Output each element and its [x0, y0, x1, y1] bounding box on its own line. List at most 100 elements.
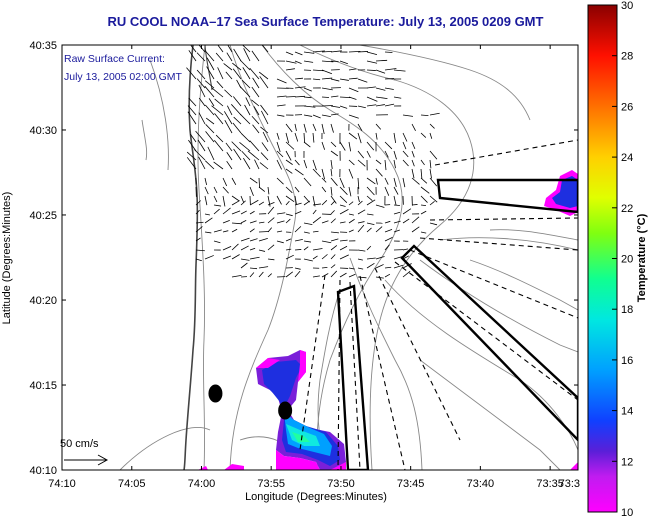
current-vector — [254, 159, 260, 170]
current-vector — [232, 68, 242, 80]
current-vector — [330, 270, 338, 278]
current-vector — [303, 114, 313, 117]
current-vector — [348, 267, 355, 270]
current-vector — [190, 45, 197, 53]
current-vector — [251, 86, 260, 98]
current-vector — [294, 186, 300, 193]
current-vector — [276, 104, 286, 107]
current-vector — [217, 67, 224, 80]
current-vector — [321, 60, 334, 63]
current-vector — [330, 238, 339, 242]
current-vector — [303, 123, 307, 133]
scale-arrow-label: 50 cm/s — [60, 438, 99, 450]
x-axis-ticks: 74:10 74:05 74:00 73:55 73:50 73:45 73:40 73:35… — [48, 45, 580, 490]
current-vector — [366, 51, 378, 55]
current-vector — [429, 168, 432, 179]
current-vector — [330, 264, 336, 269]
current-vector — [242, 45, 251, 53]
current-vector — [294, 211, 302, 215]
current-vector — [197, 139, 206, 152]
current-vector — [267, 186, 270, 195]
current-vector — [411, 216, 420, 224]
current-vector — [402, 177, 406, 188]
current-vector — [223, 111, 233, 125]
current-vector — [258, 271, 264, 278]
current-vector — [348, 141, 352, 152]
current-vector — [429, 222, 438, 226]
current-vector — [213, 195, 218, 203]
station-marker — [278, 401, 293, 420]
current-vector — [195, 249, 205, 252]
current-vector — [348, 87, 359, 93]
colorbar-tick-label: 12 — [621, 456, 633, 468]
current-vector — [285, 254, 294, 260]
current-vector — [429, 159, 432, 169]
current-vector — [285, 168, 293, 174]
current-vector — [375, 168, 383, 177]
current-vector — [195, 221, 204, 224]
current-vector — [242, 67, 251, 80]
current-vector — [375, 264, 384, 269]
current-vector — [303, 141, 311, 148]
coastline — [183, 45, 199, 470]
current-vector — [429, 123, 435, 129]
current-vector — [420, 195, 428, 203]
plot-frame — [61, 44, 579, 471]
current-vector — [222, 207, 231, 215]
current-vector — [339, 186, 348, 195]
current-vector — [375, 123, 382, 130]
current-vector — [222, 255, 231, 260]
bathymetry-contours — [119, 45, 578, 470]
current-vector — [384, 87, 394, 90]
current-vector — [330, 50, 342, 53]
current-vector — [312, 50, 325, 53]
current-vector — [285, 60, 297, 64]
current-vector — [249, 210, 255, 215]
current-vector — [258, 71, 269, 80]
x-tick-label: 73:3 — [559, 478, 580, 490]
current-vector — [303, 258, 313, 262]
current-vector — [294, 159, 300, 166]
current-vector — [213, 204, 222, 207]
current-vector — [384, 51, 393, 53]
current-vector — [249, 177, 258, 184]
current-vector — [429, 112, 440, 116]
current-vector — [198, 112, 206, 125]
current-vector — [198, 84, 206, 98]
current-vector — [249, 228, 255, 233]
current-vector — [231, 254, 240, 260]
current-vector — [222, 177, 228, 187]
current-vector — [348, 186, 352, 197]
current-vector — [231, 104, 242, 116]
current-vector — [357, 276, 367, 279]
current-vector — [411, 123, 416, 132]
current-vector — [393, 159, 396, 169]
current-vector — [260, 104, 269, 116]
current-vector — [339, 245, 348, 251]
current-vector — [366, 186, 375, 196]
current-vector — [223, 63, 233, 71]
current-vector — [429, 132, 433, 139]
current-vector — [420, 231, 427, 234]
current-vector — [330, 177, 338, 186]
current-vector — [208, 98, 215, 107]
current-vector — [366, 69, 376, 71]
current-vector — [303, 159, 308, 169]
current-vector — [375, 69, 386, 74]
current-vector — [294, 249, 302, 251]
current-vector — [348, 50, 361, 53]
legend-current-date: July 13, 2005 02:00 GMT — [64, 71, 182, 83]
current-vector — [240, 237, 250, 242]
current-vector — [411, 159, 415, 167]
current-vector — [194, 149, 206, 161]
current-vector — [217, 45, 224, 53]
current-vector — [196, 69, 206, 80]
current-vector — [402, 114, 414, 117]
sst-patches — [198, 170, 578, 470]
current-vector — [375, 59, 388, 62]
current-vector — [227, 105, 233, 116]
current-vector — [357, 159, 366, 167]
current-vector — [312, 275, 320, 278]
current-vector — [375, 177, 378, 185]
